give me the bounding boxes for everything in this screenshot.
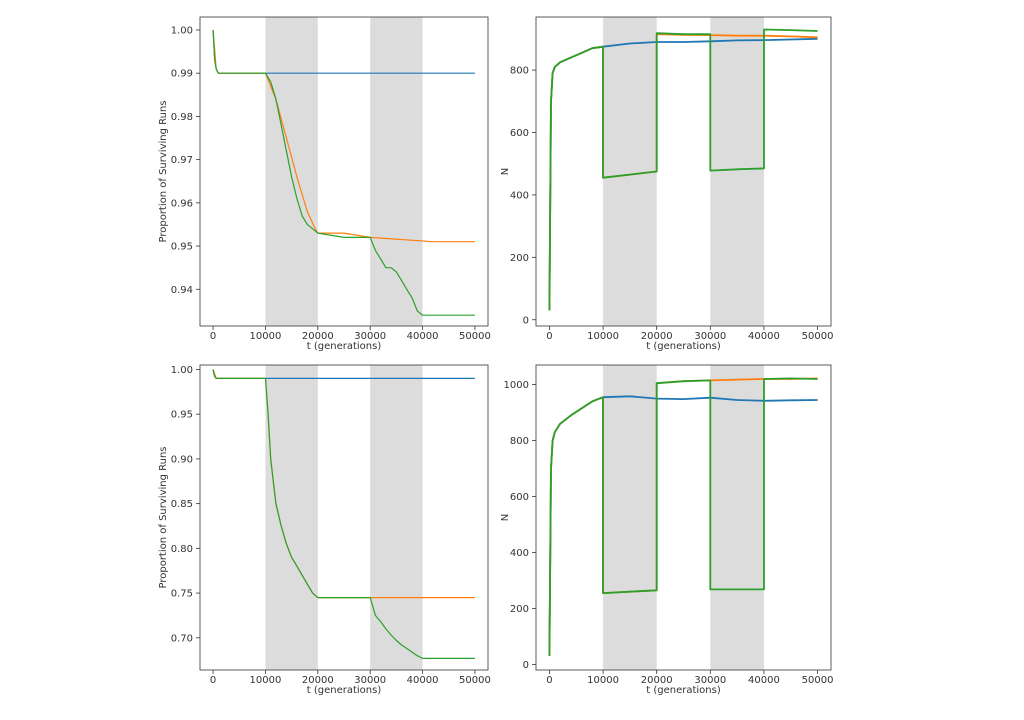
y-tick-label: 0.94: [171, 285, 193, 296]
y-tick-label: 0: [523, 315, 529, 326]
y-tick-label: 0.98: [171, 112, 193, 123]
x-tick-label: 40000: [748, 331, 780, 342]
y-tick-label: 0.99: [171, 69, 193, 80]
x-tick-label: 10000: [250, 675, 282, 686]
shaded-interval: [710, 17, 764, 326]
x-tick-label: 20000: [302, 331, 334, 342]
shaded-interval: [265, 17, 318, 326]
x-tick-label: 30000: [354, 675, 386, 686]
chart-bottom-left-proportion: 0 10000 20000 30000 40000 50000 0.70 0.75 0.80 0.…: [158, 364, 491, 696]
green-series-line: [212, 29, 475, 316]
y-axis-label: N: [500, 168, 511, 175]
y-axis-label: Proportion of Surviving Runs: [158, 446, 169, 588]
chart-top-left-proportion: 0 10000 20000 30000 40000 50000 0.94 0.95 0.96 0.…: [158, 16, 491, 352]
x-tick-label: 30000: [354, 331, 386, 342]
x-tick-label: 40000: [407, 675, 439, 686]
x-tick-label: 10000: [587, 675, 619, 686]
y-tick-label: 600: [510, 492, 529, 503]
y-tick-label: 200: [510, 604, 529, 615]
y-tick-label: 0.97: [171, 155, 193, 166]
x-axis-label: t (generations): [646, 341, 721, 352]
blue-series-line: [548, 37, 818, 311]
green-series-line: [548, 28, 818, 311]
y-tick-label: 0.96: [171, 198, 193, 209]
x-tick-label: 0: [210, 675, 216, 686]
y-tick-label: 0.95: [171, 410, 193, 421]
y-tick-label: 1000: [504, 380, 529, 391]
y-tick-label: 0.85: [171, 499, 193, 510]
y-tick-label: 600: [510, 128, 529, 139]
blue-series-line: [548, 395, 818, 657]
y-tick-label: 0: [523, 660, 529, 671]
orange-series-line: [212, 369, 475, 599]
y-tick-label: 1.00: [171, 25, 193, 36]
orange-series-line: [548, 377, 818, 657]
y-tick-label: 0.95: [171, 242, 193, 253]
axes-frame: [199, 364, 489, 671]
orange-series-line: [212, 29, 475, 243]
axes-frame: [535, 364, 832, 671]
x-tick-label: 50000: [459, 331, 491, 342]
x-tick-label: 40000: [407, 331, 439, 342]
x-tick-label: 50000: [802, 675, 834, 686]
axes-frame: [535, 16, 832, 327]
blue-series-line: [212, 29, 475, 74]
x-axis-label: t (generations): [646, 685, 721, 696]
x-tick-label: 20000: [641, 675, 673, 686]
y-tick-label: 400: [510, 190, 529, 201]
x-tick-label: 20000: [641, 331, 673, 342]
green-series-line: [212, 369, 475, 660]
x-tick-label: 40000: [748, 675, 780, 686]
x-tick-label: 0: [210, 331, 216, 342]
shaded-interval: [603, 365, 657, 670]
y-tick-label: 0.70: [171, 633, 193, 644]
y-tick-label: 200: [510, 253, 529, 264]
shaded-interval: [710, 365, 764, 670]
chart-bottom-right-population: 0 10000 20000 30000 40000 50000 0 200 400 600 800 1…: [500, 364, 834, 696]
x-tick-label: 0: [546, 675, 552, 686]
y-tick-label: 400: [510, 548, 529, 559]
x-tick-label: 30000: [694, 675, 726, 686]
orange-series-line: [548, 33, 818, 311]
shaded-interval: [265, 365, 318, 670]
chart-top-right-population: 0 10000 20000 30000 40000 50000 0 200 400 600 800 t…: [500, 16, 834, 352]
axes-frame: [199, 16, 489, 327]
x-tick-label: 10000: [587, 331, 619, 342]
y-axis-label: Proportion of Surviving Runs: [158, 100, 169, 242]
x-tick-label: 20000: [302, 675, 334, 686]
green-series-line: [548, 377, 818, 657]
x-axis-label: t (generations): [307, 685, 382, 696]
y-tick-label: 0.75: [171, 589, 193, 600]
y-tick-label: 800: [510, 66, 529, 77]
shaded-interval: [370, 17, 423, 326]
y-tick-label: 1.00: [171, 365, 193, 376]
y-tick-label: 0.90: [171, 454, 193, 465]
y-tick-label: 0.80: [171, 544, 193, 555]
blue-series-line: [212, 369, 475, 379]
x-tick-label: 30000: [694, 331, 726, 342]
x-tick-label: 50000: [459, 675, 491, 686]
x-tick-label: 10000: [250, 331, 282, 342]
shaded-interval: [603, 17, 657, 326]
x-tick-label: 50000: [802, 331, 834, 342]
x-tick-label: 0: [546, 331, 552, 342]
shaded-interval: [370, 365, 423, 670]
y-axis-label: N: [500, 514, 511, 521]
x-axis-label: t (generations): [307, 341, 382, 352]
y-tick-label: 800: [510, 436, 529, 447]
